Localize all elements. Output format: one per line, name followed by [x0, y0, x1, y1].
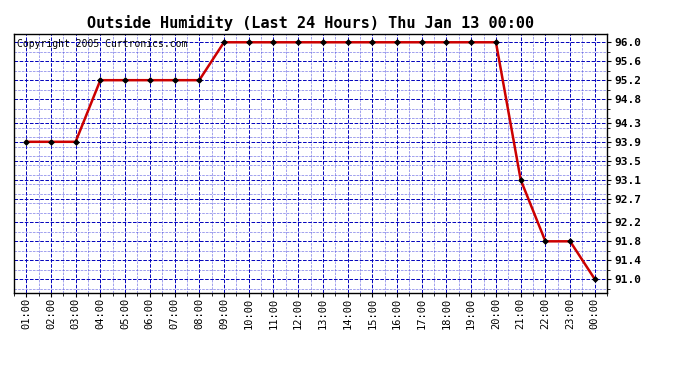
Text: Copyright 2005 Curtronics.com: Copyright 2005 Curtronics.com: [17, 39, 187, 49]
Title: Outside Humidity (Last 24 Hours) Thu Jan 13 00:00: Outside Humidity (Last 24 Hours) Thu Jan…: [87, 15, 534, 31]
